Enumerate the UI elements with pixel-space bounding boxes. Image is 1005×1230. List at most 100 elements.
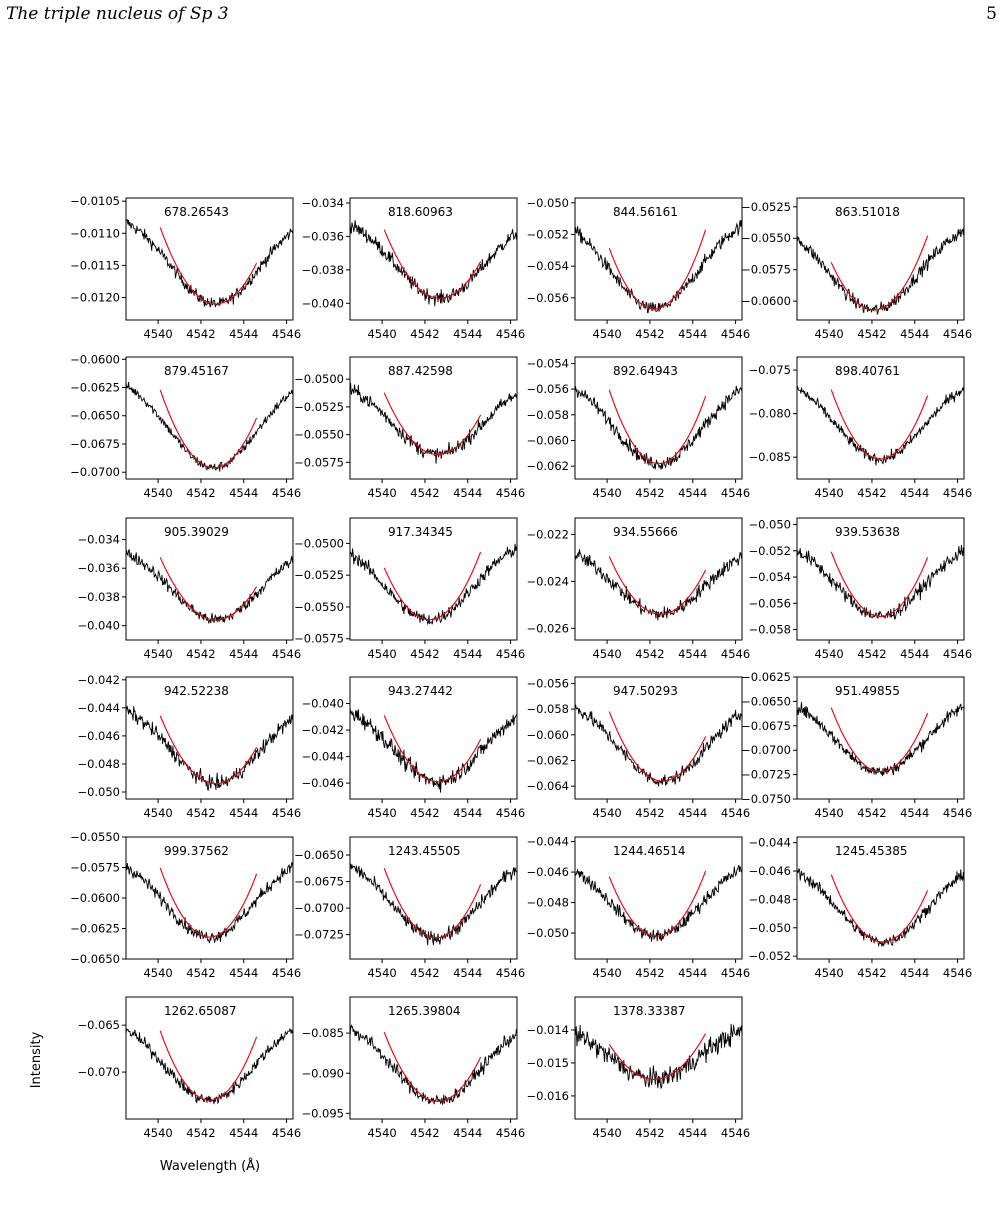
y-tick-label: −0.0675 bbox=[70, 437, 120, 451]
y-tick-label: −0.016 bbox=[526, 1089, 569, 1103]
x-tick-label: 4542 bbox=[857, 966, 886, 980]
x-tick-label: 4540 bbox=[592, 647, 621, 661]
x-tick-label: 4540 bbox=[592, 1126, 621, 1140]
x-tick-label: 4546 bbox=[721, 806, 750, 820]
y-tick-label: −0.046 bbox=[526, 865, 569, 879]
spectrum-line bbox=[797, 384, 964, 466]
y-tick-label: −0.058 bbox=[748, 623, 791, 637]
x-tick-label: 4544 bbox=[678, 647, 707, 661]
x-tick-label: 4540 bbox=[814, 486, 843, 500]
spectrum-line bbox=[126, 705, 293, 791]
panel: 4540 4542 4544 4546 −0.0500 −0.0525 −0.0550 −0.… bbox=[294, 517, 525, 661]
x-tick-label: 4544 bbox=[678, 806, 707, 820]
y-tick-label: −0.0550 bbox=[70, 830, 120, 844]
y-tick-label: −0.0675 bbox=[294, 875, 344, 889]
y-tick-label: −0.0725 bbox=[294, 928, 344, 942]
x-tick-label: 4544 bbox=[678, 486, 707, 500]
panel: 4540 4542 4544 4546 −0.022 −0.024 −0.026 934.55… bbox=[526, 517, 750, 661]
axes-frame bbox=[574, 197, 743, 321]
y-tick-label: −0.040 bbox=[301, 296, 344, 310]
y-tick-label: −0.0650 bbox=[70, 409, 120, 423]
y-tick-label: −0.058 bbox=[526, 702, 569, 716]
spectrum-line bbox=[575, 385, 742, 470]
y-tick-label: −0.014 bbox=[526, 1023, 569, 1037]
y-tick-label: −0.0600 bbox=[70, 352, 120, 366]
y-tick-label: −0.0675 bbox=[741, 719, 791, 733]
panel: 4540 4542 4544 4546 −0.050 −0.052 −0.054 −0.056… bbox=[526, 196, 750, 341]
y-tick-label: −0.0550 bbox=[294, 428, 344, 442]
fit-curve bbox=[830, 551, 929, 617]
running-title: The triple nucleus of Sp 3 bbox=[6, 4, 229, 24]
panel: 4540 4542 4544 4546 −0.0500 −0.0525 −0.0550 −0.… bbox=[294, 356, 525, 500]
fit-curve bbox=[383, 229, 482, 299]
panel-label: 947.50293 bbox=[613, 684, 678, 698]
y-tick-label: −0.070 bbox=[77, 1065, 120, 1079]
axes-frame bbox=[125, 996, 294, 1120]
y-tick-label: −0.065 bbox=[77, 1018, 120, 1032]
y-tick-label: −0.0625 bbox=[70, 922, 120, 936]
panel: 4540 4542 4544 4546 −0.034 −0.036 −0.038 −0.040… bbox=[301, 196, 525, 341]
x-tick-label: 4544 bbox=[900, 486, 929, 500]
x-tick-label: 4544 bbox=[229, 806, 258, 820]
panel: 4540 4542 4544 4546 −0.042 −0.044 −0.046 −0.048… bbox=[77, 673, 301, 820]
fit-curve bbox=[830, 389, 929, 460]
panel-label: 844.56161 bbox=[613, 205, 678, 219]
y-tick-label: −0.0120 bbox=[70, 291, 120, 305]
y-axis-label: Intensity bbox=[29, 1031, 44, 1088]
x-tick-label: 4542 bbox=[857, 486, 886, 500]
y-tick-label: −0.042 bbox=[77, 673, 120, 687]
spectrum-line bbox=[350, 383, 517, 464]
y-tick-label: −0.090 bbox=[301, 1066, 344, 1080]
x-tick-label: 4540 bbox=[814, 327, 843, 341]
y-tick-label: −0.054 bbox=[526, 356, 569, 370]
spectrum-line bbox=[350, 707, 517, 793]
x-tick-label: 4546 bbox=[496, 806, 525, 820]
x-tick-label: 4540 bbox=[143, 327, 172, 341]
y-tick-label: −0.050 bbox=[748, 518, 791, 532]
fit-curve bbox=[608, 1033, 707, 1080]
x-tick-label: 4544 bbox=[453, 486, 482, 500]
panel-label: 863.51018 bbox=[835, 205, 900, 219]
y-tick-label: −0.0105 bbox=[70, 194, 120, 208]
axes-frame bbox=[349, 517, 518, 641]
fit-curve bbox=[159, 227, 258, 305]
x-tick-label: 4546 bbox=[721, 327, 750, 341]
axes-frame bbox=[574, 356, 743, 480]
fit-curve bbox=[159, 389, 258, 469]
x-tick-label: 4546 bbox=[496, 647, 525, 661]
y-tick-label: −0.054 bbox=[748, 570, 791, 584]
panel: 4540 4542 4544 4546 −0.040 −0.042 −0.044 −0.046… bbox=[301, 676, 525, 820]
x-tick-label: 4540 bbox=[814, 647, 843, 661]
y-tick-label: −0.095 bbox=[301, 1106, 344, 1120]
x-tick-label: 4542 bbox=[186, 1126, 215, 1140]
x-tick-label: 4544 bbox=[900, 647, 929, 661]
y-tick-label: −0.046 bbox=[77, 729, 120, 743]
panel: 4540 4542 4544 4546 −0.050 −0.052 −0.054 −0.056… bbox=[748, 517, 972, 661]
y-tick-label: −0.0525 bbox=[741, 200, 791, 214]
x-axis-label: Wavelength (Å) bbox=[160, 1158, 260, 1174]
axes-frame bbox=[796, 356, 965, 480]
x-tick-label: 4542 bbox=[186, 647, 215, 661]
y-tick-label: −0.048 bbox=[77, 757, 120, 771]
x-tick-label: 4546 bbox=[272, 647, 301, 661]
x-tick-label: 4544 bbox=[229, 327, 258, 341]
x-tick-label: 4540 bbox=[592, 966, 621, 980]
x-tick-label: 4542 bbox=[635, 647, 664, 661]
axes-frame bbox=[349, 676, 518, 800]
x-tick-label: 4542 bbox=[410, 327, 439, 341]
y-tick-label: −0.056 bbox=[526, 676, 569, 690]
fit-curve bbox=[608, 711, 707, 782]
y-tick-label: −0.054 bbox=[526, 259, 569, 273]
spectrum-line bbox=[575, 1023, 742, 1090]
x-tick-label: 4540 bbox=[367, 486, 396, 500]
y-tick-label: −0.044 bbox=[526, 835, 569, 849]
panel-label: 939.53638 bbox=[835, 525, 900, 539]
x-tick-label: 4542 bbox=[635, 486, 664, 500]
panel-label: 999.37562 bbox=[164, 844, 229, 858]
x-tick-label: 4542 bbox=[410, 806, 439, 820]
y-tick-label: −0.034 bbox=[77, 533, 120, 547]
y-tick-label: −0.0525 bbox=[294, 400, 344, 414]
spectrum-line bbox=[126, 862, 293, 944]
y-tick-label: −0.050 bbox=[77, 785, 120, 799]
x-tick-label: 4544 bbox=[229, 486, 258, 500]
